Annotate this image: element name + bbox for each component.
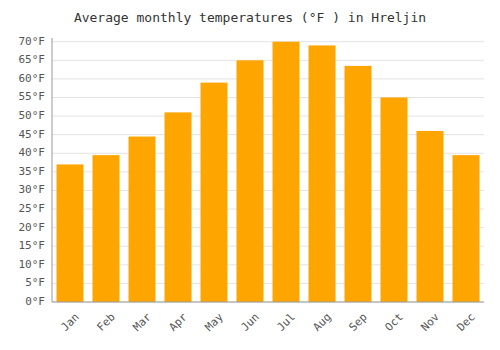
x-tick-label: May — [203, 310, 227, 334]
y-tick-label: 5°F — [25, 276, 45, 289]
grid-line — [52, 41, 484, 42]
bar — [345, 66, 372, 302]
y-tick-label: 70°F — [19, 35, 46, 48]
x-tick-label: Aug — [311, 311, 334, 334]
y-tick-label: 30°F — [19, 183, 46, 196]
bar — [381, 97, 408, 302]
y-tick-label: 40°F — [19, 146, 46, 159]
y-tick-label: 55°F — [19, 90, 46, 103]
bars — [57, 42, 480, 302]
y-tick-label: 15°F — [19, 239, 46, 252]
y-tick-label: 50°F — [19, 109, 46, 122]
chart-svg: 0°F 5°F 10°F 15°F 20°F 25°F 30°F 35°F 40°F 45°F 50… — [0, 0, 500, 350]
grid-line — [52, 97, 484, 98]
bar — [309, 45, 336, 302]
bar — [453, 155, 480, 302]
x-tick-label: Apr — [167, 310, 191, 334]
x-tick-label: Jul — [275, 311, 298, 334]
y-tick-label: 10°F — [19, 258, 46, 271]
y-tick-label: 25°F — [19, 202, 46, 215]
x-tick-label: Jun — [239, 311, 262, 334]
chart-container: 0°F 5°F 10°F 15°F 20°F 25°F 30°F 35°F 40°F 45°F 50… — [0, 0, 500, 350]
page: {"chart_data": {"type": "bar", "title": … — [0, 0, 500, 350]
y-tick-label: 35°F — [19, 165, 46, 178]
grid-line — [52, 78, 484, 79]
grid-line — [52, 60, 484, 61]
y-tick-label: 60°F — [19, 72, 46, 85]
background — [0, 0, 500, 350]
x-axis-ticks: Jan Feb Mar Apr May Jun Jul Aug Sep Oct Nov Dec — [59, 310, 478, 334]
y-tick-label: 20°F — [19, 221, 46, 234]
y-tick-label: 0°F — [25, 295, 45, 308]
x-tick-label: Feb — [95, 311, 118, 334]
x-tick-label: Jan — [59, 311, 82, 334]
bar — [129, 137, 156, 302]
grid-line — [52, 302, 484, 303]
y-axis-line — [52, 38, 53, 302]
bar — [273, 42, 300, 302]
x-tick-label: Oct — [383, 311, 406, 334]
bar — [417, 131, 444, 302]
bar — [237, 60, 264, 302]
grid — [52, 42, 484, 302]
chart-title: Average monthly temperatures (°F ) in Hr… — [74, 10, 426, 25]
x-tick-label: Mar — [131, 310, 155, 334]
y-tick-label: 65°F — [19, 53, 46, 66]
grid-line — [52, 116, 484, 117]
bar — [165, 112, 192, 302]
x-tick-label: Sep — [347, 311, 370, 334]
x-axis-line — [52, 302, 484, 303]
y-tick-label: 45°F — [19, 128, 46, 141]
x-tick-label: Dec — [455, 311, 478, 334]
bar — [93, 155, 120, 302]
bar — [201, 83, 228, 302]
bar — [57, 164, 84, 302]
x-tick-label: Nov — [419, 310, 443, 334]
y-axis-ticks: 0°F 5°F 10°F 15°F 20°F 25°F 30°F 35°F 40°F 45°F 50… — [19, 35, 46, 308]
